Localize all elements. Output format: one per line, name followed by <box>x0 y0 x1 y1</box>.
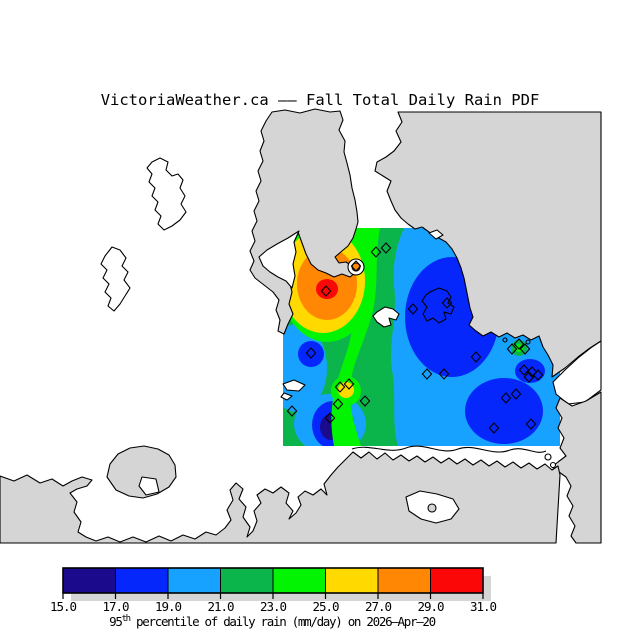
colorbar-swatch-29.0-31.0 <box>430 567 484 594</box>
colorbar-tick-label: 19.0 <box>155 599 182 614</box>
contour-25-27-pocket <box>338 382 354 398</box>
station-diamond-marker <box>407 303 419 315</box>
station-diamond-marker <box>523 371 535 383</box>
colorbar-swatches <box>62 567 484 594</box>
coastlines <box>0 108 602 544</box>
colorbar-swatch-17.0-19.0 <box>115 567 169 594</box>
landmass-south <box>0 451 561 544</box>
station-diamond-marker <box>359 395 371 407</box>
station-markers <box>286 242 544 434</box>
colorbar-caption: 95th percentile of daily rain (mm/day) o… <box>109 614 436 629</box>
station-diamond-marker <box>518 364 530 376</box>
colorbar-tick-label: 15.0 <box>50 599 77 614</box>
station-diamond-marker <box>343 378 355 390</box>
colorbar-tick-label: 21.0 <box>207 599 234 614</box>
islet-bay-north-a <box>502 337 508 343</box>
station-diamond-marker <box>500 392 512 404</box>
contour-17-19-victoria <box>465 378 543 444</box>
station-diamond-marker <box>525 418 537 430</box>
island-bay <box>106 445 177 499</box>
station-diamond-marker <box>438 368 450 380</box>
colorbar-tick-label: 17.0 <box>102 599 129 614</box>
station-diamond-marker <box>441 297 453 309</box>
station-diamond-marker <box>305 347 317 359</box>
page-title: VictoriaWeather.ca —— Fall Total Daily R… <box>101 91 540 109</box>
station-diamond-marker <box>370 246 382 258</box>
coast-victoria-south <box>351 445 547 453</box>
colorbar: 15.0 17.0 19.0 21.0 23.0 25.0 27.0 29.0 31.0 95t… <box>50 567 498 629</box>
colorbar-tick-label: 27.0 <box>365 599 392 614</box>
colorbar-tick-label: 29.0 <box>417 599 444 614</box>
islet-west-edge-b <box>280 392 293 401</box>
station-diamond-marker <box>332 398 344 410</box>
islet-sequim <box>427 503 437 513</box>
station-diamond-marker <box>286 405 298 417</box>
caption-superscript: th <box>122 614 131 624</box>
island-outline-east-pool <box>421 287 455 324</box>
colorbar-tick-label: 23.0 <box>260 599 287 614</box>
colorbar-swatch-21.0-23.0 <box>220 567 274 594</box>
station-diamond-marker <box>532 369 544 381</box>
station-diamond-marker <box>526 366 538 378</box>
islet-bay-north-b <box>525 339 531 345</box>
station-diamond-marker <box>320 285 332 297</box>
station-diamond-marker <box>350 260 362 272</box>
station-diamond-marker <box>380 242 392 254</box>
islet-victoria-se-b <box>549 461 557 469</box>
colorbar-swatch-25.0-27.0 <box>325 567 379 594</box>
caption-text: percentile of daily rain (mm/day) on 202… <box>130 614 436 629</box>
island-mid-strait <box>372 306 400 328</box>
islet-victoria-se-a <box>544 453 552 461</box>
colorbar-tick-labels: 15.0 17.0 19.0 21.0 23.0 25.0 27.0 29.0 31.0 <box>50 599 498 614</box>
contour-17-19-victoria-north <box>515 359 545 383</box>
colorbar-tick-marks <box>62 593 484 599</box>
caption-value: 95 <box>109 614 122 629</box>
station-diamond-marker <box>513 338 525 350</box>
station-diamond-marker <box>519 343 531 355</box>
colorbar-tick-label: 25.0 <box>312 599 339 614</box>
bay-cowichan <box>258 230 300 289</box>
colorbar-swatch-19.0-21.0 <box>167 567 221 594</box>
landmass-southeast <box>551 391 602 544</box>
station-diamond-marker <box>510 388 522 400</box>
station-diamond-marker <box>324 412 336 424</box>
contour-17-19-west-spot <box>298 341 324 367</box>
island-west <box>100 246 131 312</box>
colorbar-swatch-15.0-17.0 <box>62 567 116 594</box>
islet-strait-mouth <box>428 229 444 240</box>
station-diamond-marker <box>506 343 518 355</box>
station-diamond-marker <box>488 422 500 434</box>
island-northwest <box>146 157 187 231</box>
colorbar-swatch-27.0-29.0 <box>377 567 431 594</box>
station-diamond-marker <box>334 381 346 393</box>
station-diamond-marker <box>421 368 433 380</box>
island-bay-notch <box>138 476 160 496</box>
islet-west-edge-a <box>282 379 306 392</box>
colorbar-tick-label: 31.0 <box>470 599 497 614</box>
station-diamond-marker <box>470 351 482 363</box>
contour-29-31-maximum <box>316 279 338 299</box>
landmass-northeast <box>374 111 602 378</box>
colorbar-swatch-23.0-25.0 <box>272 567 326 594</box>
